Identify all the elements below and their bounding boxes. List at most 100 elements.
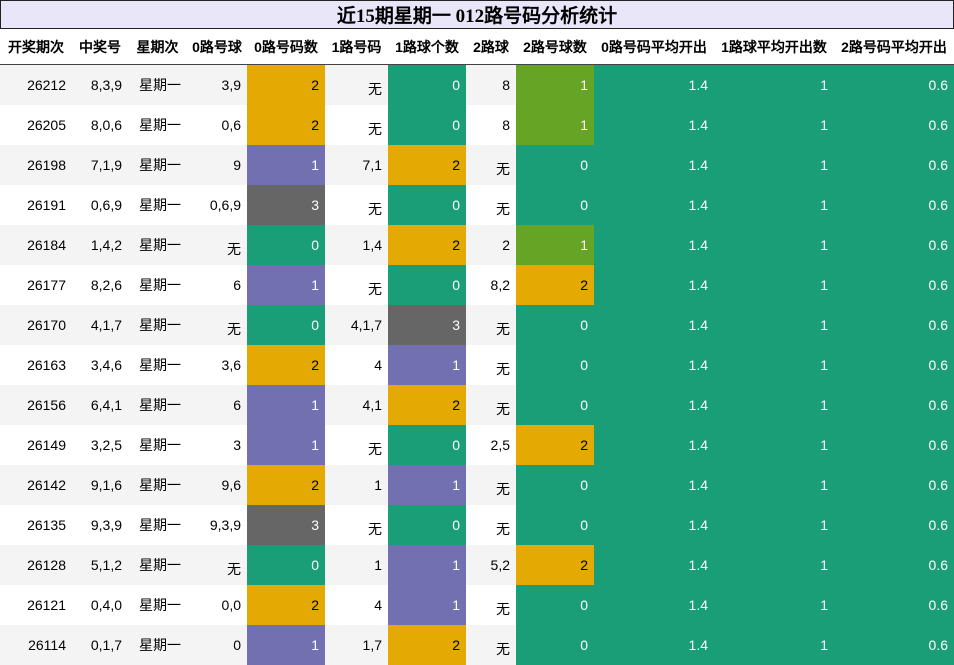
header-weekday: 星期次: [128, 29, 187, 65]
cell-weekday: 星期一: [128, 65, 187, 106]
cell-route0-average: 1.4: [594, 305, 714, 345]
cell-route2-count: 0: [516, 385, 594, 425]
cell-route0-average: 1.4: [594, 145, 714, 185]
header-route0-average: 0路号码平均开出: [594, 29, 714, 65]
cell-winning-number: 0,4,0: [72, 585, 128, 625]
cell-route1-count: 2: [388, 225, 466, 265]
cell-route0-balls: 0,6,9: [187, 185, 247, 225]
cell-route0-count: 2: [247, 65, 325, 106]
cell-route0-count: 0: [247, 225, 325, 265]
cell-route1-count: 2: [388, 385, 466, 425]
cell-route1-average: 1: [714, 465, 834, 505]
cell-route1-average: 1: [714, 505, 834, 545]
cell-route1-average: 1: [714, 545, 834, 585]
cell-route1-balls: 1: [325, 465, 388, 505]
cell-route2-average: 0.6: [834, 625, 954, 665]
cell-weekday: 星期一: [128, 465, 187, 505]
cell-route2-balls: 5,2: [466, 545, 516, 585]
header-period: 开奖期次: [0, 29, 72, 65]
cell-route1-average: 1: [714, 105, 834, 145]
cell-route2-balls: 8: [466, 105, 516, 145]
cell-route2-balls: 2: [466, 225, 516, 265]
cell-route2-average: 0.6: [834, 385, 954, 425]
header-route1-balls: 1路号码: [325, 29, 388, 65]
cell-period: 26156: [0, 385, 72, 425]
cell-route1-balls: 无: [325, 505, 388, 545]
cell-route1-average: 1: [714, 305, 834, 345]
cell-weekday: 星期一: [128, 585, 187, 625]
cell-route1-balls: 4,1: [325, 385, 388, 425]
cell-route0-average: 1.4: [594, 105, 714, 145]
cell-weekday: 星期一: [128, 345, 187, 385]
cell-route1-average: 1: [714, 225, 834, 265]
cell-route2-average: 0.6: [834, 425, 954, 465]
cell-route0-balls: 无: [187, 305, 247, 345]
cell-route2-count: 0: [516, 585, 594, 625]
cell-route1-balls: 无: [325, 105, 388, 145]
cell-winning-number: 8,3,9: [72, 65, 128, 106]
cell-route2-balls: 无: [466, 585, 516, 625]
cell-route0-balls: 6: [187, 265, 247, 305]
cell-route1-balls: 1,7: [325, 625, 388, 665]
cell-route2-balls: 无: [466, 305, 516, 345]
cell-route0-average: 1.4: [594, 185, 714, 225]
cell-route0-average: 1.4: [594, 625, 714, 665]
cell-route2-count: 1: [516, 65, 594, 106]
cell-route2-average: 0.6: [834, 345, 954, 385]
cell-route0-balls: 无: [187, 545, 247, 585]
cell-route2-average: 0.6: [834, 225, 954, 265]
cell-route0-average: 1.4: [594, 585, 714, 625]
cell-route1-average: 1: [714, 385, 834, 425]
cell-route2-count: 2: [516, 425, 594, 465]
cell-route0-balls: 0: [187, 625, 247, 665]
cell-route2-average: 0.6: [834, 585, 954, 625]
cell-route2-balls: 2,5: [466, 425, 516, 465]
cell-weekday: 星期一: [128, 145, 187, 185]
header-route1-average: 1路球平均开出数: [714, 29, 834, 65]
cell-route0-average: 1.4: [594, 65, 714, 106]
statistics-table: 开奖期次 中奖号 星期次 0路号球 0路号码数 1路号码 1路球个数 2路球 2…: [0, 29, 954, 665]
cell-route0-count: 2: [247, 465, 325, 505]
cell-winning-number: 0,1,7: [72, 625, 128, 665]
cell-route1-count: 1: [388, 345, 466, 385]
cell-route2-count: 0: [516, 345, 594, 385]
cell-period: 26184: [0, 225, 72, 265]
cell-route1-average: 1: [714, 265, 834, 305]
header-route2-average: 2路号码平均开出: [834, 29, 954, 65]
cell-winning-number: 6,4,1: [72, 385, 128, 425]
cell-route2-count: 1: [516, 105, 594, 145]
cell-route1-balls: 无: [325, 65, 388, 106]
cell-route1-balls: 4,1,7: [325, 305, 388, 345]
cell-route0-average: 1.4: [594, 385, 714, 425]
cell-weekday: 星期一: [128, 305, 187, 345]
cell-route2-balls: 无: [466, 345, 516, 385]
cell-winning-number: 9,1,6: [72, 465, 128, 505]
cell-route2-count: 2: [516, 545, 594, 585]
cell-route2-average: 0.6: [834, 145, 954, 185]
cell-route2-average: 0.6: [834, 305, 954, 345]
cell-route1-average: 1: [714, 145, 834, 185]
cell-route1-average: 1: [714, 425, 834, 465]
cell-route0-count: 1: [247, 385, 325, 425]
cell-period: 26135: [0, 505, 72, 545]
cell-route2-balls: 无: [466, 385, 516, 425]
cell-route2-balls: 无: [466, 185, 516, 225]
cell-route1-count: 2: [388, 145, 466, 185]
cell-route1-average: 1: [714, 585, 834, 625]
cell-route0-average: 1.4: [594, 345, 714, 385]
cell-route0-count: 2: [247, 585, 325, 625]
cell-weekday: 星期一: [128, 385, 187, 425]
cell-period: 26205: [0, 105, 72, 145]
header-winning-number: 中奖号: [72, 29, 128, 65]
cell-route0-average: 1.4: [594, 425, 714, 465]
cell-period: 26142: [0, 465, 72, 505]
cell-weekday: 星期一: [128, 545, 187, 585]
cell-route2-balls: 8,2: [466, 265, 516, 305]
